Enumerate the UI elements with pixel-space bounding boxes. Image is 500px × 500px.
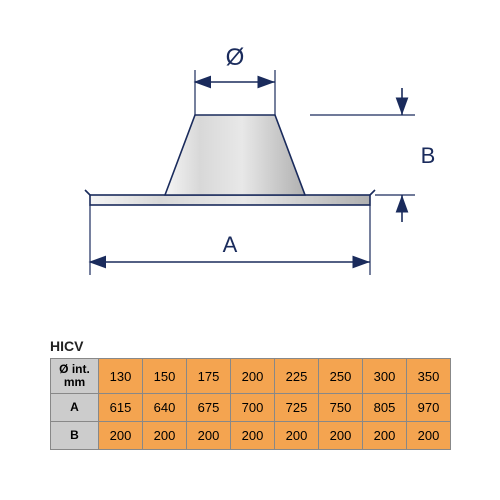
table-cell: 615 [99,394,143,422]
table-row: Ø int.mm 130 150 175 200 225 250 300 350 [51,359,451,394]
table-cell: 750 [319,394,363,422]
table-cell: 300 [363,359,407,394]
table-cell: 970 [407,394,451,422]
width-label: A [223,232,238,257]
table-cell: 350 [407,359,451,394]
table-cell: 200 [407,422,451,450]
dimensions-table: Ø int.mm 130 150 175 200 225 250 300 350… [50,358,451,450]
table-cell: 200 [363,422,407,450]
table-cell: 200 [187,422,231,450]
table-cell: 200 [99,422,143,450]
table-cell: 200 [231,359,275,394]
product-code: HICV [50,338,83,354]
table-row: B 200 200 200 200 200 200 200 200 [51,422,451,450]
table-cell: 200 [275,422,319,450]
table-cell: 175 [187,359,231,394]
technical-drawing: Ø B A [50,30,450,330]
table-cell: 150 [143,359,187,394]
row-header-b: B [51,422,99,450]
table-row: A 615 640 675 700 725 750 805 970 [51,394,451,422]
row-header-a: A [51,394,99,422]
table-cell: 130 [99,359,143,394]
table-cell: 640 [143,394,187,422]
table-cell: 200 [143,422,187,450]
table-cell: 200 [319,422,363,450]
table-cell: 725 [275,394,319,422]
table-cell: 225 [275,359,319,394]
table-cell: 805 [363,394,407,422]
table-cell: 700 [231,394,275,422]
table-cell: 250 [319,359,363,394]
height-label: B [421,143,436,168]
table-cell: 675 [187,394,231,422]
row-header-diameter: Ø int.mm [51,359,99,394]
table-cell: 200 [231,422,275,450]
diameter-label: Ø [226,44,245,71]
